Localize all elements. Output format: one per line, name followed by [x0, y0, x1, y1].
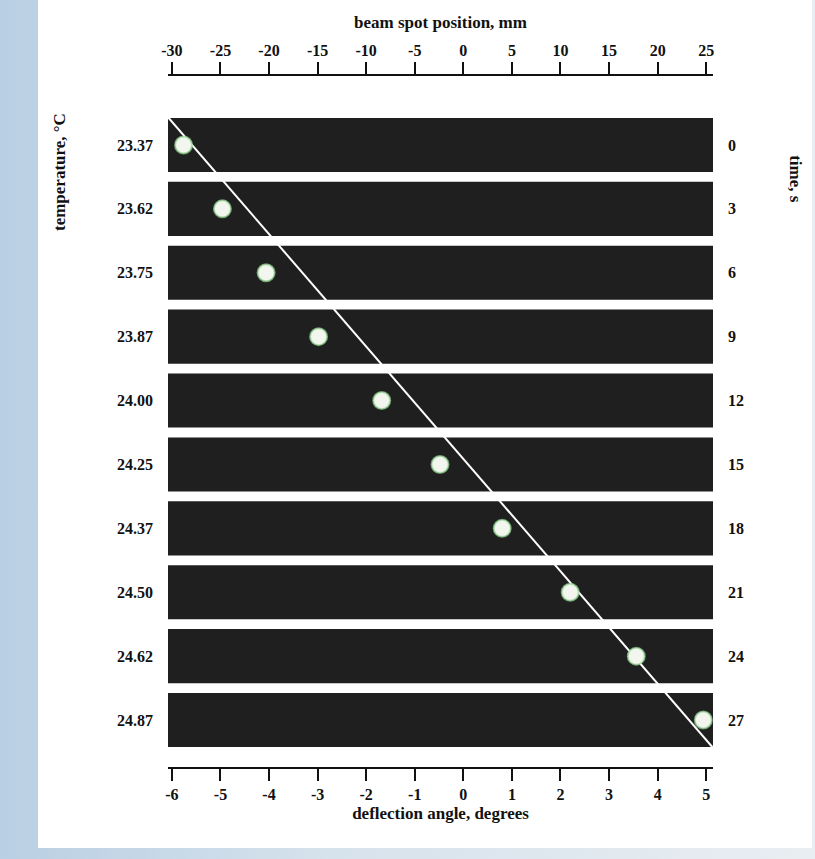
- svg-text:0: 0: [728, 137, 736, 154]
- svg-text:2: 2: [556, 786, 564, 803]
- svg-text:20: 20: [650, 42, 666, 59]
- svg-text:0: 0: [459, 786, 467, 803]
- svg-text:24.50: 24.50: [117, 584, 153, 601]
- svg-text:23.87: 23.87: [117, 328, 153, 345]
- svg-text:beam spot position, mm: beam spot position, mm: [354, 13, 527, 32]
- svg-text:15: 15: [601, 42, 617, 59]
- svg-text:-30: -30: [161, 42, 182, 59]
- svg-text:12: 12: [728, 392, 744, 409]
- svg-text:23.75: 23.75: [117, 264, 153, 281]
- svg-text:21: 21: [728, 584, 744, 601]
- svg-text:-1: -1: [408, 786, 421, 803]
- svg-text:9: 9: [728, 328, 736, 345]
- svg-text:24.87: 24.87: [117, 712, 153, 729]
- svg-text:24.62: 24.62: [117, 648, 153, 665]
- svg-text:25: 25: [698, 42, 714, 59]
- svg-text:-5: -5: [408, 42, 421, 59]
- svg-text:-2: -2: [360, 786, 373, 803]
- svg-text:5: 5: [508, 42, 516, 59]
- svg-text:-6: -6: [165, 786, 178, 803]
- svg-text:15: 15: [728, 456, 744, 473]
- svg-text:deflection angle, degrees: deflection angle, degrees: [352, 804, 529, 823]
- svg-text:-10: -10: [356, 42, 377, 59]
- svg-text:-15: -15: [307, 42, 328, 59]
- svg-text:1: 1: [508, 786, 516, 803]
- svg-text:-20: -20: [258, 42, 279, 59]
- svg-text:time, s: time, s: [786, 155, 805, 203]
- svg-text:24.37: 24.37: [117, 520, 153, 537]
- svg-text:5: 5: [702, 786, 710, 803]
- svg-text:27: 27: [728, 712, 744, 729]
- svg-text:-5: -5: [214, 786, 227, 803]
- svg-text:24: 24: [728, 648, 744, 665]
- svg-text:24.25: 24.25: [117, 456, 153, 473]
- svg-text:temperature, °C: temperature, °C: [50, 113, 69, 231]
- svg-text:-25: -25: [210, 42, 231, 59]
- svg-text:6: 6: [728, 264, 736, 281]
- svg-text:-4: -4: [262, 786, 275, 803]
- svg-text:3: 3: [728, 200, 736, 217]
- svg-text:-3: -3: [311, 786, 324, 803]
- svg-text:24.00: 24.00: [117, 392, 153, 409]
- svg-text:4: 4: [654, 786, 662, 803]
- svg-text:23.37: 23.37: [117, 137, 153, 154]
- svg-text:3: 3: [605, 786, 613, 803]
- svg-text:18: 18: [728, 520, 744, 537]
- svg-text:0: 0: [459, 42, 467, 59]
- svg-text:10: 10: [552, 42, 568, 59]
- svg-text:23.62: 23.62: [117, 200, 153, 217]
